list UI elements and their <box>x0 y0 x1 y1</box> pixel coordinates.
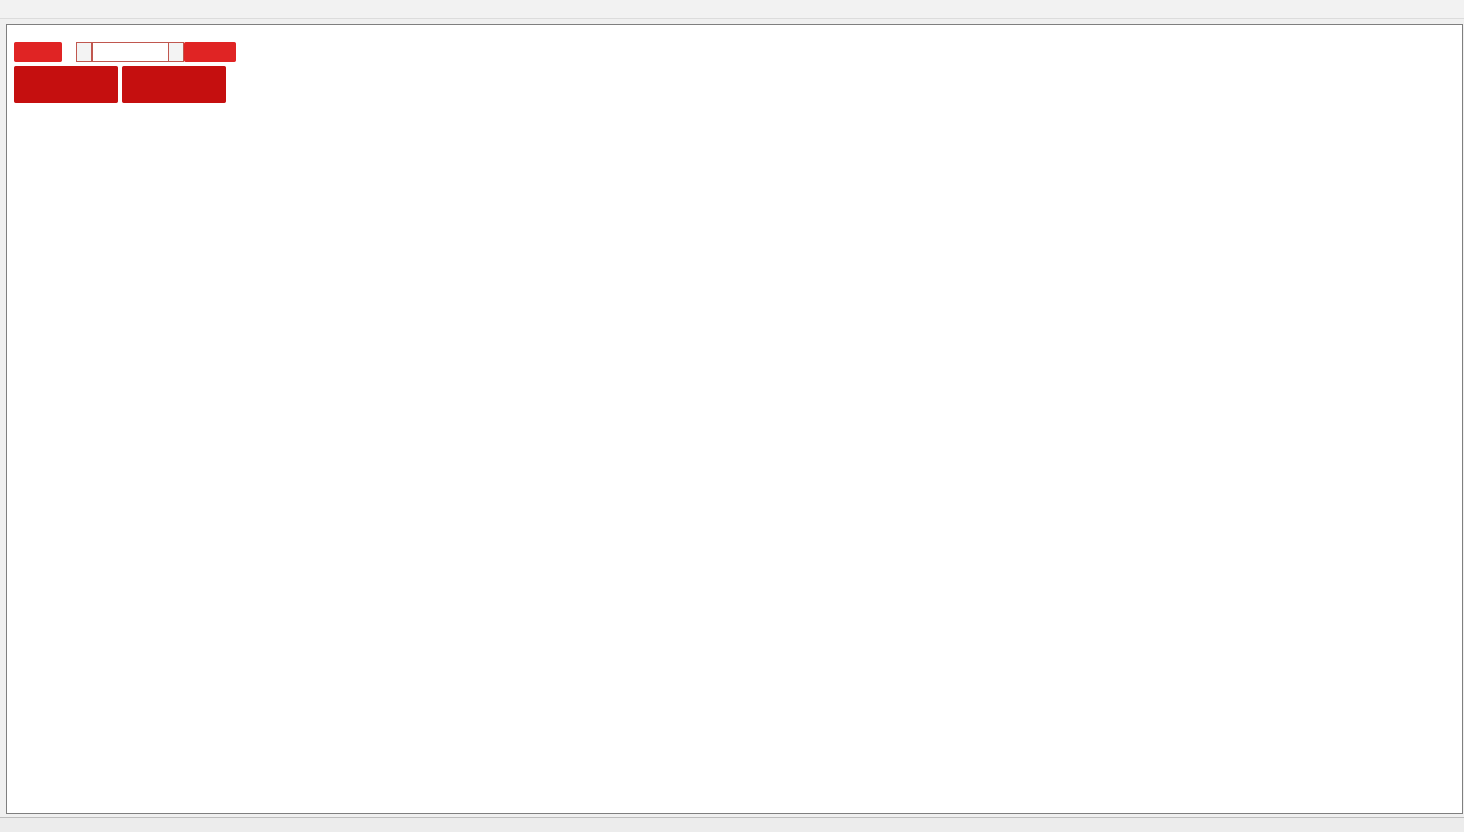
chart-window <box>6 24 1463 814</box>
volume-decrease-button[interactable] <box>76 42 92 62</box>
rsi-label <box>13 671 16 683</box>
macd-label <box>13 563 16 575</box>
sell-button[interactable] <box>14 42 62 62</box>
chart-tab-bar <box>0 817 1464 832</box>
sell-price-box[interactable] <box>14 66 118 103</box>
volume-increase-button[interactable] <box>168 42 184 62</box>
timeframe-toolbar <box>0 0 1464 19</box>
volume-input[interactable] <box>92 42 172 62</box>
buy-price-box[interactable] <box>122 66 226 103</box>
buy-button[interactable] <box>184 42 236 62</box>
